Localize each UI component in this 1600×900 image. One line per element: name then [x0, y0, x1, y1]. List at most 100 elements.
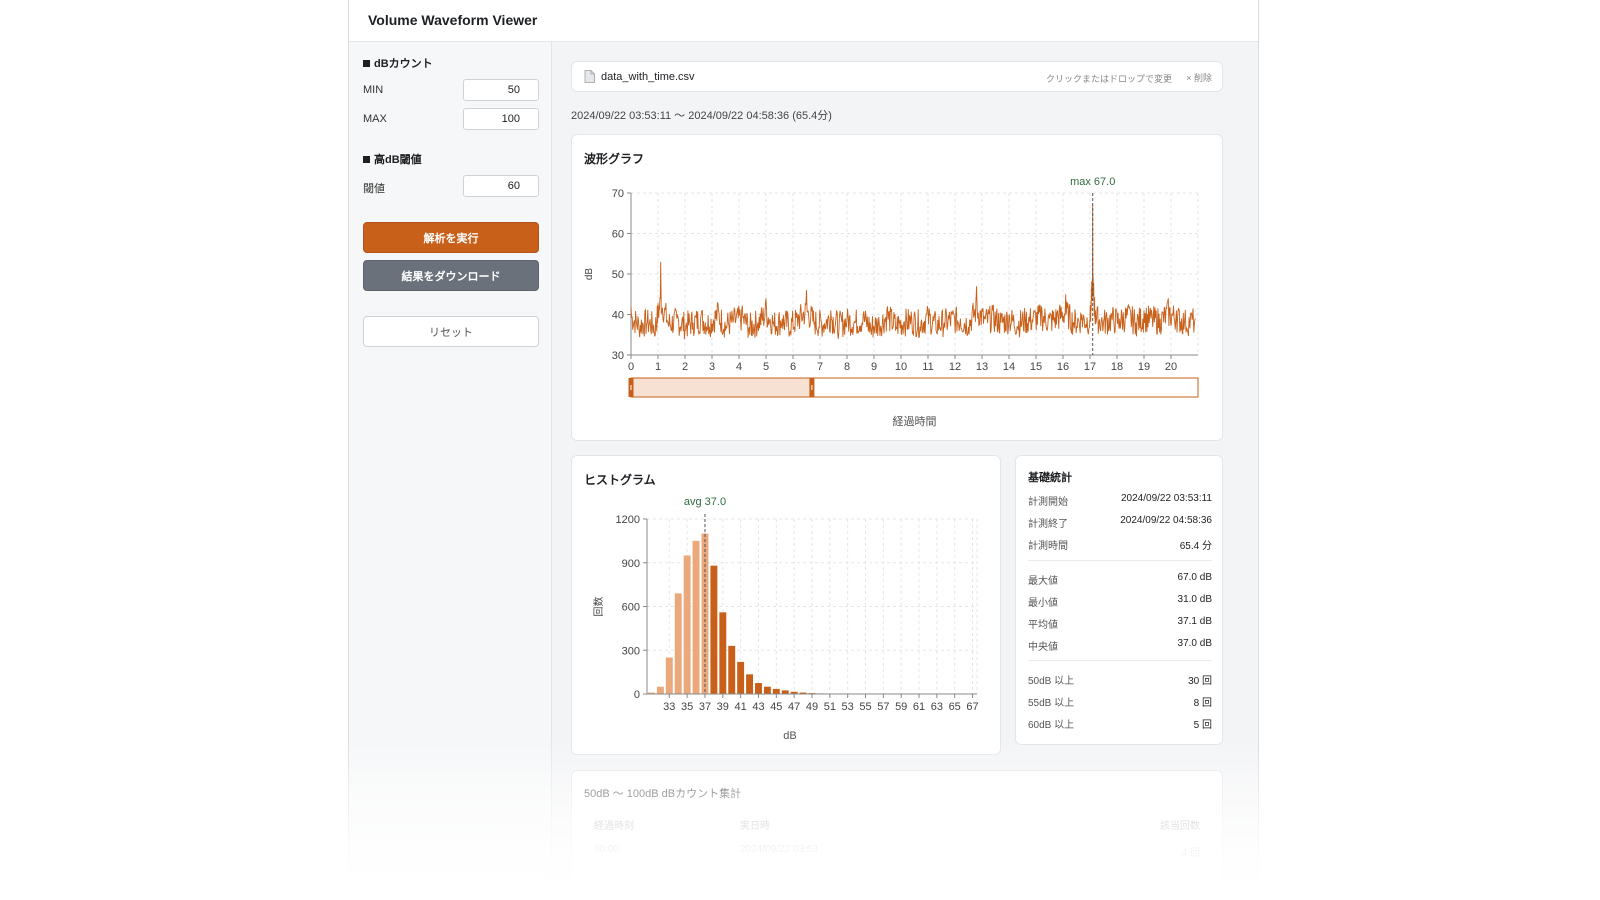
main-content: data_with_time.csv クリックまたはドロップで変更 × 削除 2… [553, 42, 1258, 900]
waveform-title: 波形グラフ [584, 152, 645, 166]
x-tick-label: 39 [717, 701, 729, 713]
x-axis-label: dB [783, 730, 796, 742]
file-delete-button[interactable]: × 削除 [1186, 73, 1212, 83]
x-tick-label: 61 [913, 701, 925, 713]
file-dropzone[interactable]: data_with_time.csv クリックまたはドロップで変更 × 削除 [571, 61, 1223, 92]
x-tick-label: 59 [895, 701, 907, 713]
x-tick-label: 35 [681, 701, 693, 713]
range-brush-selection[interactable] [630, 377, 813, 398]
histogram-bar [790, 691, 798, 694]
title-bar: Volume Waveform Viewer [349, 0, 1258, 42]
stat-row: 平均値 37.1 dB [1028, 616, 1212, 632]
y-tick-label: 1200 [616, 514, 640, 526]
x-tick-label: 65 [949, 701, 961, 713]
stat-value: 2024/09/22 03:53:11 [1120, 493, 1212, 504]
x-tick-label: 67 [966, 701, 978, 713]
x-axis-label: 経過時間 [893, 415, 937, 428]
col-header-count: 該当回数 [1160, 821, 1200, 832]
x-tick-label: 11 [922, 361, 933, 373]
x-tick-label: 17 [1084, 361, 1096, 373]
histogram-bar [781, 690, 789, 694]
waveform-chart[interactable]: 0 1 2 3 4 5 6 7 8 9 10 11 12 13 14 15 16 17 18 19 2030405060… [572, 135, 1222, 440]
col-header-elapsed: 経過時刻 [594, 821, 634, 832]
stat-row: 50dB 以上 30 回 [1028, 672, 1212, 688]
run-analysis-button[interactable]: 解析を実行 [363, 222, 539, 253]
stat-value: 37.0 dB [1177, 638, 1212, 649]
histogram-bar [701, 533, 709, 694]
stat-row: 計測終了 2024/09/22 04:58:36 [1028, 515, 1212, 531]
x-tick-label: 2 [682, 361, 688, 373]
stat-row: 計測時間 65.4 分 [1028, 537, 1212, 553]
stats-card: 基礎統計 計測開始 2024/09/22 03:53:11 計測終了 2024/09/… [1015, 455, 1223, 745]
x-tick-label: 18 [1111, 361, 1123, 373]
download-results-button[interactable]: 結果をダウンロード [363, 260, 539, 291]
col-header-datetime: 実日時 [740, 821, 770, 832]
x-tick-label: 57 [877, 701, 889, 713]
histogram-bar [692, 540, 700, 694]
histogram-bar [656, 686, 664, 694]
stat-row: 最小値 31.0 dB [1028, 594, 1212, 610]
y-axis-label: 回数 [592, 597, 605, 617]
histogram-title: ヒストグラム [584, 473, 656, 487]
stat-label: 計測時間 [1028, 541, 1068, 552]
x-tick-label: 16 [1057, 361, 1069, 373]
histogram-bar [763, 686, 771, 694]
x-tick-label: 8 [844, 361, 850, 373]
max-input[interactable] [463, 108, 539, 130]
y-tick-label: 900 [622, 558, 640, 570]
histogram-chart: 0 300 600 900 1200 33 35 37 39 41 43 45 47 49 51 53 55 57… [592, 496, 979, 742]
y-tick-label: 300 [622, 645, 640, 657]
x-tick-label: 45 [770, 701, 782, 713]
y-tick-label: 40 [612, 310, 624, 322]
y-tick-label: 30 [612, 350, 624, 362]
high-db-title-text: 高dB閾値 [374, 154, 422, 166]
histogram-bar [648, 692, 655, 694]
square-bullet-icon [363, 59, 370, 67]
table-cell: 4 回 [1181, 848, 1200, 859]
stat-row: 中央値 37.0 dB [1028, 638, 1212, 654]
stat-value: 30 回 [1188, 676, 1212, 687]
histogram-bar [683, 555, 691, 694]
stat-value: 31.0 dB [1177, 594, 1212, 605]
x-tick-label: 41 [735, 701, 747, 713]
x-tick-label: 43 [752, 701, 764, 713]
x-tick-label: 0 [628, 361, 634, 373]
stat-label: 60dB 以上 [1028, 720, 1075, 731]
y-tick-label: 600 [622, 602, 640, 614]
avg-annotation: avg 37.0 [684, 496, 726, 508]
file-name: data_with_time.csv [601, 71, 695, 83]
y-tick-label: 60 [612, 229, 624, 241]
threshold-input[interactable] [463, 175, 539, 197]
x-tick-label: 49 [806, 701, 818, 713]
y-axis-label: dB [584, 268, 595, 281]
reset-button[interactable]: リセット [363, 316, 539, 347]
stat-label: 計測開始 [1028, 497, 1068, 508]
date-range: 2024/09/22 03:53:11 〜 2024/09/22 04:58:3… [571, 110, 832, 122]
histogram-bar [719, 612, 727, 694]
waveform-series-line [630, 205, 1196, 340]
x-tick-label: 7 [817, 361, 823, 373]
histogram-bar [710, 565, 718, 694]
min-label: MIN [363, 84, 384, 96]
x-tick-label: 14 [1003, 361, 1015, 373]
stat-value: 67.0 dB [1177, 572, 1212, 583]
stat-label: 計測終了 [1028, 519, 1068, 530]
high-db-section-title: 高dB閾値 [363, 151, 422, 167]
x-tick-label: 15 [1030, 361, 1042, 373]
stat-row: 最大値 67.0 dB [1028, 572, 1212, 588]
stat-row: 55dB 以上 8 回 [1028, 694, 1212, 710]
file-change-hint: クリックまたはドロップで変更 [1045, 74, 1172, 84]
stat-label: 平均値 [1028, 620, 1058, 631]
histogram-bar [728, 645, 736, 694]
x-tick-label: 63 [931, 701, 943, 713]
x-tick-label: 51 [824, 701, 836, 713]
x-tick-label: 10 [895, 361, 907, 373]
count-table-card: 50dB 〜 100dB dBカウント集計 経過時刻 実日時 該当回数 00:0… [571, 770, 1223, 900]
db-count-section-title: dBカウント [363, 55, 433, 71]
x-tick-label: 3 [709, 361, 715, 373]
x-tick-label: 9 [871, 361, 877, 373]
sidebar: dBカウント MIN MAX 高dB閾値 閾値 解析を実行 結果をダウンロード … [349, 42, 552, 900]
min-input[interactable] [463, 79, 539, 101]
app-window: Volume Waveform Viewer dBカウント MIN MAX 高d… [348, 0, 1259, 900]
stat-label: 50dB 以上 [1028, 676, 1075, 687]
